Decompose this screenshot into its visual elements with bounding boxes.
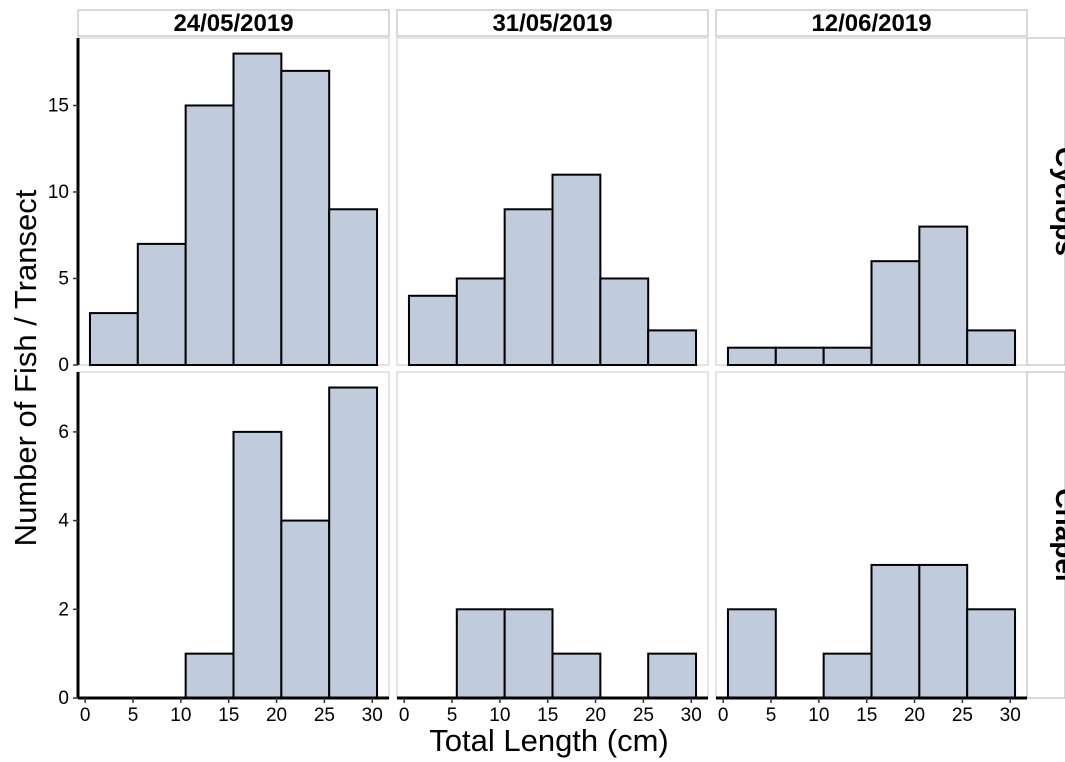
y-tick-label: 15 xyxy=(48,95,69,116)
histogram-bar xyxy=(184,652,235,699)
x-tick-label: 25 xyxy=(952,705,973,726)
histogram-bar xyxy=(647,329,698,366)
column-strip-label: 24/05/2019 xyxy=(173,10,293,37)
y-tick-label: 2 xyxy=(58,599,69,620)
x-axis-title: Total Length (cm) xyxy=(429,723,669,758)
x-tick-label: 30 xyxy=(1000,705,1021,726)
histogram-bar xyxy=(822,346,873,367)
histogram-bar xyxy=(280,69,331,366)
y-tick-label: 5 xyxy=(58,268,69,289)
y-axis-title: Number of Fish / Transect xyxy=(8,189,43,546)
histogram-bar xyxy=(966,329,1017,366)
histogram-bar xyxy=(503,608,554,700)
y-tick-label: 10 xyxy=(48,182,69,203)
histogram-bar xyxy=(407,294,458,366)
column-strip-label: 12/06/2019 xyxy=(811,10,931,37)
histogram-bar xyxy=(551,652,602,699)
histogram-bar xyxy=(822,652,873,699)
facet-strips: 24/05/2019 31/05/2019 12/06/2019 Cyclops Cha… xyxy=(77,9,1065,699)
histogram-bar xyxy=(551,173,602,366)
histogram-bar xyxy=(918,563,969,699)
x-tick-label: 30 xyxy=(681,705,702,726)
histogram-bar xyxy=(966,608,1017,700)
x-tick-label: 10 xyxy=(489,705,510,726)
histogram-bar xyxy=(328,208,379,366)
histogram-bar xyxy=(726,608,777,700)
column-strip-label: 31/05/2019 xyxy=(492,10,612,37)
x-tick-label: 5 xyxy=(766,705,777,726)
histogram-bars xyxy=(88,52,1017,700)
histogram-bar xyxy=(328,386,379,699)
x-tick-label: 20 xyxy=(266,705,287,726)
column-strip xyxy=(715,9,1028,37)
x-tick-label: 5 xyxy=(447,705,458,726)
row-strip-label: Chapel xyxy=(1050,488,1065,581)
x-tick-label: 0 xyxy=(80,705,91,726)
histogram-bar xyxy=(726,346,777,367)
histogram-bar xyxy=(503,208,554,366)
x-tick-label: 15 xyxy=(537,705,558,726)
x-tick-label: 10 xyxy=(808,705,829,726)
y-tick-label: 0 xyxy=(58,688,69,709)
histogram-bar xyxy=(136,242,187,366)
histogram-bar xyxy=(232,52,283,366)
histogram-bar xyxy=(232,430,283,699)
histogram-bar xyxy=(774,346,825,367)
histogram-bar xyxy=(280,519,331,699)
x-tick-label: 0 xyxy=(718,705,729,726)
axes xyxy=(73,38,1027,703)
y-tick-label: 6 xyxy=(58,422,69,443)
histogram-bar xyxy=(918,225,969,366)
histogram-bar xyxy=(455,277,506,366)
tick-labels: 0 5 10 15 0 2 4 6 0 5 10 15 20 25 30 0 5 10 15 20 25 30 0 5 10 15… xyxy=(48,95,1021,726)
x-tick-label: 30 xyxy=(362,705,383,726)
y-tick-label: 0 xyxy=(58,355,69,376)
y-tick-label: 4 xyxy=(58,511,69,532)
x-tick-label: 25 xyxy=(633,705,654,726)
x-tick-label: 15 xyxy=(218,705,239,726)
histogram-bar xyxy=(870,563,921,699)
row-strip xyxy=(1026,37,1065,366)
histogram-bar xyxy=(88,312,139,367)
histogram-bar xyxy=(870,260,921,367)
x-tick-label: 0 xyxy=(399,705,410,726)
x-tick-label: 25 xyxy=(314,705,335,726)
x-tick-label: 20 xyxy=(904,705,925,726)
histogram-bar xyxy=(455,608,506,700)
x-tick-label: 15 xyxy=(856,705,877,726)
x-tick-label: 10 xyxy=(170,705,191,726)
x-tick-label: 20 xyxy=(585,705,606,726)
row-strip xyxy=(1026,371,1065,699)
column-strip xyxy=(396,9,709,37)
row-strip-label: Cyclops xyxy=(1050,147,1065,256)
histogram-bar xyxy=(184,104,235,366)
histogram-bar xyxy=(647,652,698,699)
x-tick-label: 5 xyxy=(128,705,139,726)
column-strip xyxy=(77,9,390,37)
histogram-bar xyxy=(599,277,650,366)
